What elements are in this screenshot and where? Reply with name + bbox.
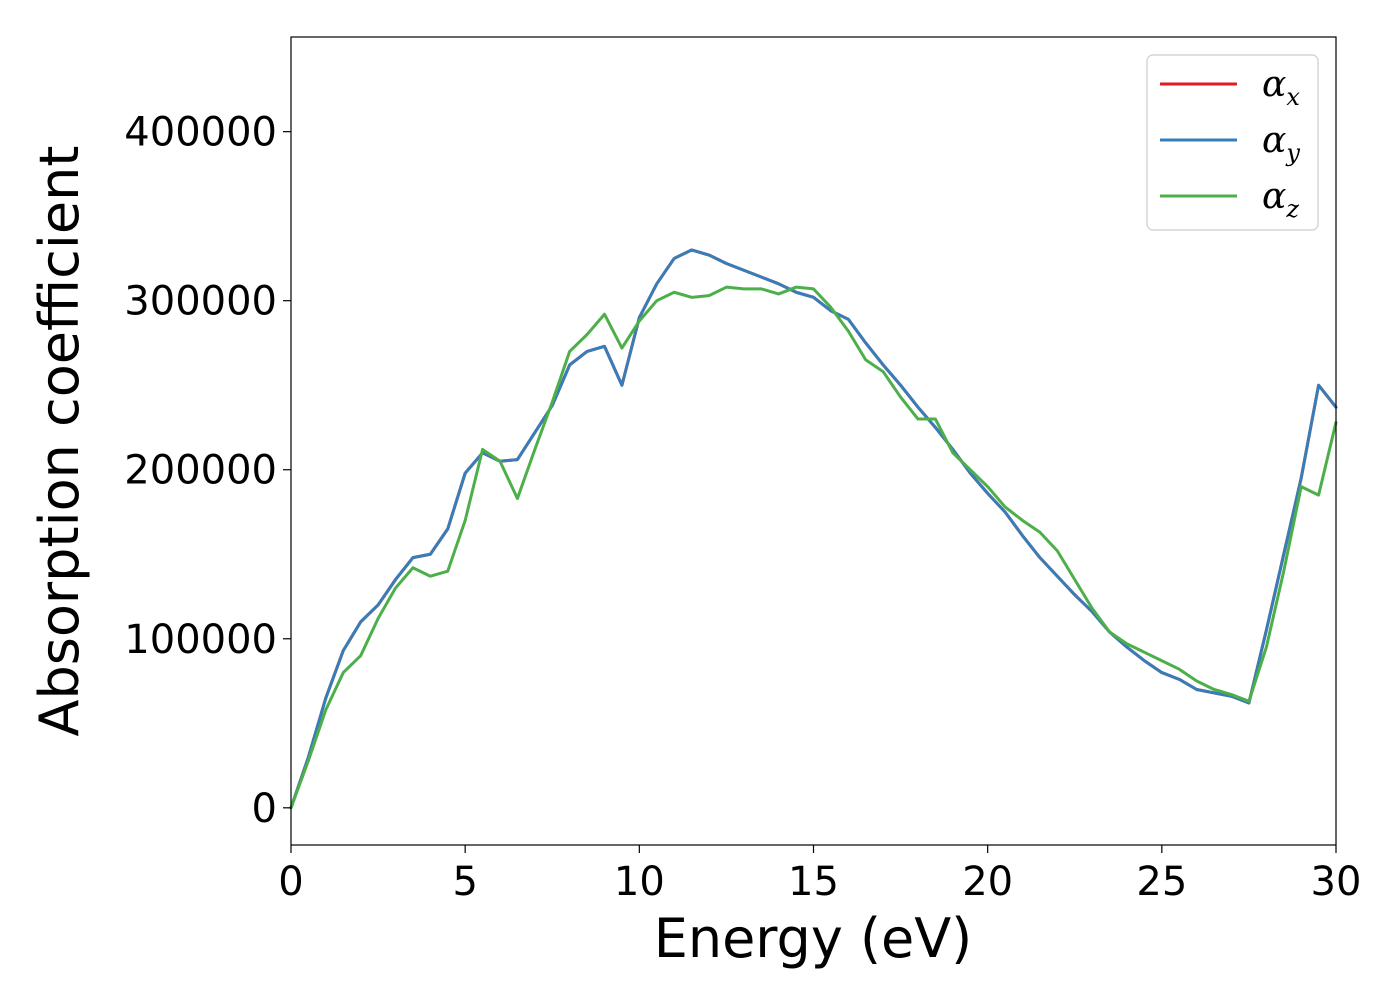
plot-area (289, 248, 1338, 810)
legend: αx αy αz (1146, 54, 1319, 231)
legend-label-y: αy (1262, 120, 1300, 167)
y-tick-label: 400000 (124, 110, 277, 156)
y-tick-label: 200000 (124, 448, 277, 494)
x-axis-label: Energy (eV) (654, 907, 973, 970)
y-tick-label: 300000 (124, 279, 277, 325)
x-tick-label: 25 (1136, 859, 1187, 905)
x-tick-label: 0 (278, 859, 303, 905)
x-tick-label: 15 (788, 859, 839, 905)
series-line-y (289, 248, 1338, 810)
legend-box (1146, 54, 1319, 231)
plot-frame (290, 36, 1337, 846)
x-tick-label: 30 (1311, 859, 1362, 905)
y-tick-label: 0 (252, 786, 277, 832)
legend-label-z: αz (1262, 176, 1299, 223)
x-tick-label: 5 (452, 859, 477, 905)
x-tick-label: 10 (614, 859, 665, 905)
y-tick-label: 100000 (124, 617, 277, 663)
y-axis-label: Absorption coefficient (28, 146, 91, 737)
legend-label-x: αx (1262, 64, 1300, 111)
series-line-z (289, 285, 1338, 810)
x-tick-label: 20 (962, 859, 1013, 905)
axis-ticks: 0 5 10 15 20 25 30 0 100000 200000 300000 400000 (124, 110, 1361, 905)
